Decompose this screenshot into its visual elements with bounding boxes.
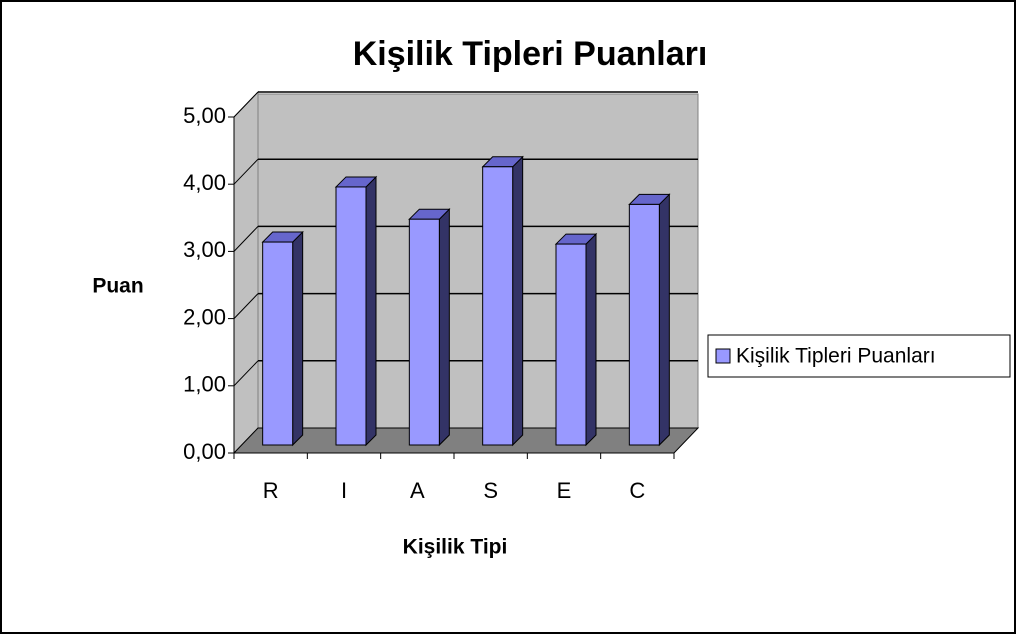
x-tick-label: A (410, 478, 425, 503)
y-tick-label: 3,00 (183, 237, 226, 262)
bar (335, 186, 367, 446)
x-tick-label: E (557, 478, 572, 503)
x-tick-label: C (629, 478, 645, 503)
y-axis-title: Puan (92, 275, 143, 298)
bar (555, 243, 587, 446)
grid-line-side (233, 293, 259, 319)
bar-side (438, 208, 450, 447)
chart-title: Kişilik Tipleri Puanları (353, 35, 708, 73)
legend (707, 334, 1011, 378)
bar (482, 166, 514, 446)
grid-line-side (233, 226, 259, 252)
bar-side (658, 193, 670, 447)
bar (628, 203, 660, 446)
side-wall (233, 90, 259, 455)
bar-side (512, 155, 524, 447)
back-wall (257, 93, 699, 429)
grid-line-side (233, 158, 259, 185)
x-axis-title: Kişilik Tipi (403, 536, 508, 559)
bar-side (365, 175, 377, 447)
legend-label: Kişilik Tipleri Puanları (736, 345, 936, 368)
y-tick-label: 0,00 (183, 439, 226, 464)
bar (408, 218, 440, 446)
bar-side (585, 232, 597, 447)
grid-line-side (233, 360, 259, 387)
y-tick-label: 4,00 (183, 170, 226, 195)
grid-line-side (233, 91, 259, 118)
y-tick-label: 2,00 (183, 304, 226, 329)
y-tick-label: 1,00 (183, 372, 226, 397)
bar-side (292, 230, 304, 447)
y-tick-label: 5,00 (183, 103, 226, 128)
floor (232, 427, 700, 454)
legend-swatch (715, 348, 731, 364)
x-tick-label: R (263, 478, 279, 503)
bar (262, 241, 294, 446)
x-tick-label: I (341, 478, 347, 503)
x-tick-label: S (483, 478, 498, 503)
